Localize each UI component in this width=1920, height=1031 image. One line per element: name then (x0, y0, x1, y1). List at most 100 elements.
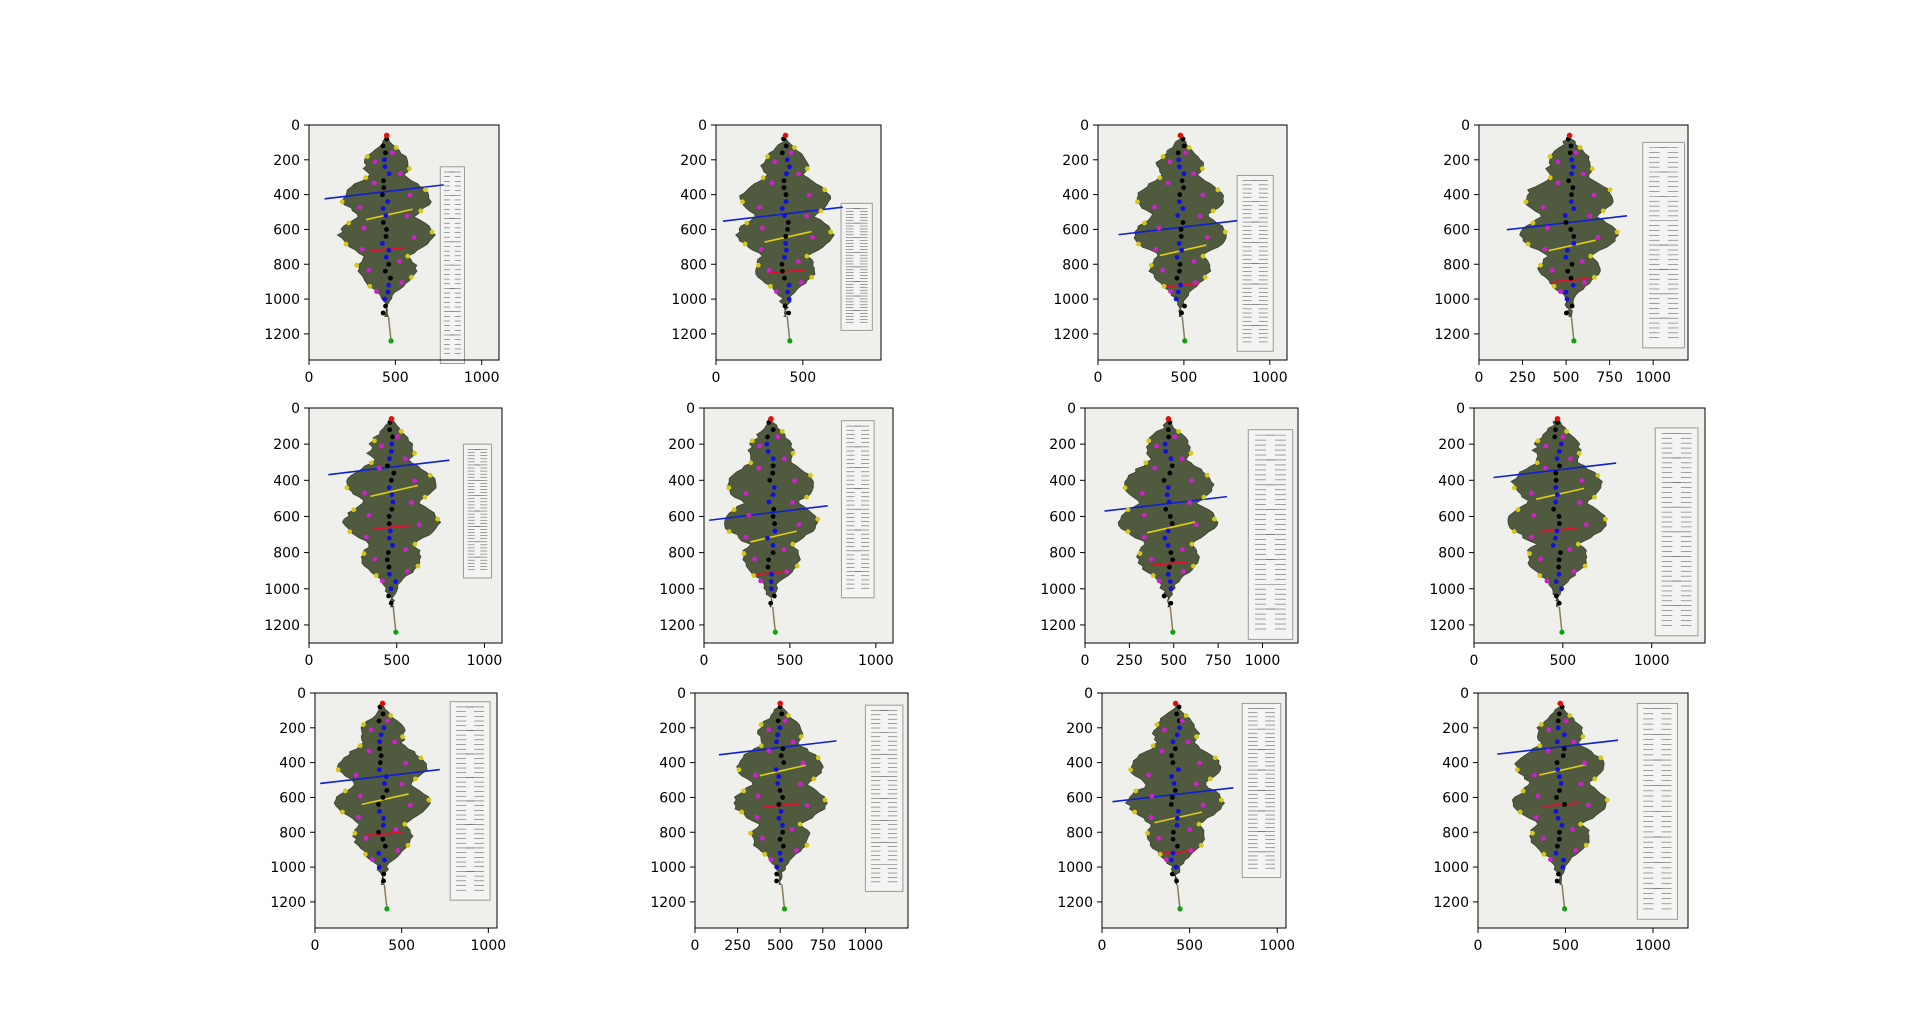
petiole (786, 316, 791, 341)
leaf (1511, 703, 1608, 885)
lobe-tip-point (388, 713, 393, 718)
lobe-tip-point (412, 541, 418, 547)
width-line (709, 504, 828, 522)
midrib-point (770, 470, 776, 476)
y-tick-label: 0 (1084, 686, 1093, 702)
y-tick-label: 200 (1443, 153, 1470, 169)
y-tick-label: 0 (297, 686, 306, 702)
midrib-point (1558, 550, 1563, 556)
sinus-point (353, 772, 359, 778)
axes-frame (703, 407, 894, 644)
sinus-point (368, 727, 374, 733)
apex-point (768, 416, 774, 422)
midrib-point (386, 247, 392, 253)
x-tick-label: 750 (809, 938, 836, 954)
midrib-point (1559, 822, 1565, 828)
midrib-point (376, 829, 381, 835)
midrib-point (385, 463, 390, 469)
midrib-point (1174, 732, 1180, 738)
sinus-point (362, 490, 368, 496)
sinus-point (1156, 836, 1162, 841)
x-tick-label: 1000 (1252, 370, 1288, 386)
sinus-point (366, 268, 372, 273)
midrib-point (769, 571, 775, 577)
midrib-point (382, 781, 387, 786)
y-tick-label: 1000 (264, 582, 300, 598)
midrib-point (782, 303, 788, 309)
midrib-point (1176, 157, 1182, 163)
axes-frame (1101, 692, 1287, 929)
lobe-tip-point (340, 809, 345, 815)
y-tick-label: 600 (1438, 509, 1465, 525)
midrib-point (776, 815, 782, 821)
x-tick-label: 1000 (1245, 653, 1281, 669)
base-point (384, 906, 390, 912)
lobe-tip-point (1128, 767, 1134, 773)
sinus-point (1595, 234, 1601, 240)
lobe-tip-point (1537, 573, 1543, 578)
midrib-point (1569, 192, 1574, 198)
sinus-point (743, 490, 749, 496)
midrib-point (386, 564, 392, 570)
lobe-tip-point (747, 830, 753, 836)
lobe-tip-point (354, 262, 360, 268)
lobe-tip-point (1189, 541, 1195, 547)
yellow-line (361, 793, 409, 806)
midrib-point (1553, 470, 1559, 476)
midrib-point (777, 836, 783, 842)
y-tick-label: 1200 (1429, 618, 1465, 634)
midrib-point (765, 564, 771, 570)
x-tick-label: 0 (691, 938, 700, 954)
sinus-point (394, 434, 400, 440)
y-tick-label: 200 (273, 153, 300, 169)
midrib-point (778, 857, 784, 863)
y-tick-label: 800 (680, 257, 707, 273)
midrib-point (1568, 143, 1574, 149)
sinus-point (1196, 760, 1202, 766)
sinus-point (1187, 826, 1193, 832)
midrib-point (1553, 850, 1559, 856)
sinus-point (1165, 180, 1171, 186)
lobe-tip-point (790, 541, 796, 547)
midrib-point (1553, 579, 1559, 584)
midrib-point (779, 206, 785, 211)
base-point (772, 629, 778, 635)
axes-frame (314, 692, 498, 929)
midrib-point (779, 261, 785, 267)
lobe-tip-point (1541, 851, 1547, 857)
midrib-point (1569, 303, 1575, 309)
sinus-point (1193, 781, 1199, 787)
y-tick-label: 1200 (1053, 327, 1089, 343)
x-tick-label: 500 (777, 653, 804, 669)
y-tick-label: 0 (1067, 401, 1076, 417)
y-tick-label: 1200 (650, 895, 686, 911)
midrib-point (1163, 506, 1169, 512)
midrib-point (780, 829, 786, 835)
midrib-point (1165, 528, 1171, 534)
midrib-point (383, 213, 389, 218)
lobe-tip-point (1201, 494, 1207, 500)
x-tick-label: 1000 (1635, 938, 1671, 954)
y-tick-label: 200 (659, 721, 686, 737)
midrib-point (1168, 600, 1174, 606)
sinus-point (1192, 280, 1198, 285)
midrib-point (1172, 746, 1178, 752)
sinus-point (1163, 857, 1169, 862)
midrib-point (376, 864, 382, 870)
x-tick-label: 1000 (848, 938, 884, 954)
x-tick-label: 1000 (471, 938, 507, 954)
lobe-tip-point (804, 166, 810, 172)
lobe-tip-point (1125, 529, 1131, 535)
lobe-tip-point (413, 776, 418, 782)
x-tick-label: 0 (1081, 653, 1090, 669)
midrib-point (390, 499, 396, 505)
midrib-point (1179, 178, 1185, 184)
y-tick-label: 200 (1442, 721, 1469, 737)
lobe-tip-point (393, 145, 399, 150)
midrib-point (390, 542, 395, 548)
midrib-point (382, 296, 388, 302)
sinus-point (1555, 159, 1561, 165)
midrib-point (1553, 477, 1559, 483)
midrib-point (778, 753, 784, 759)
midrib-point (1571, 206, 1577, 211)
